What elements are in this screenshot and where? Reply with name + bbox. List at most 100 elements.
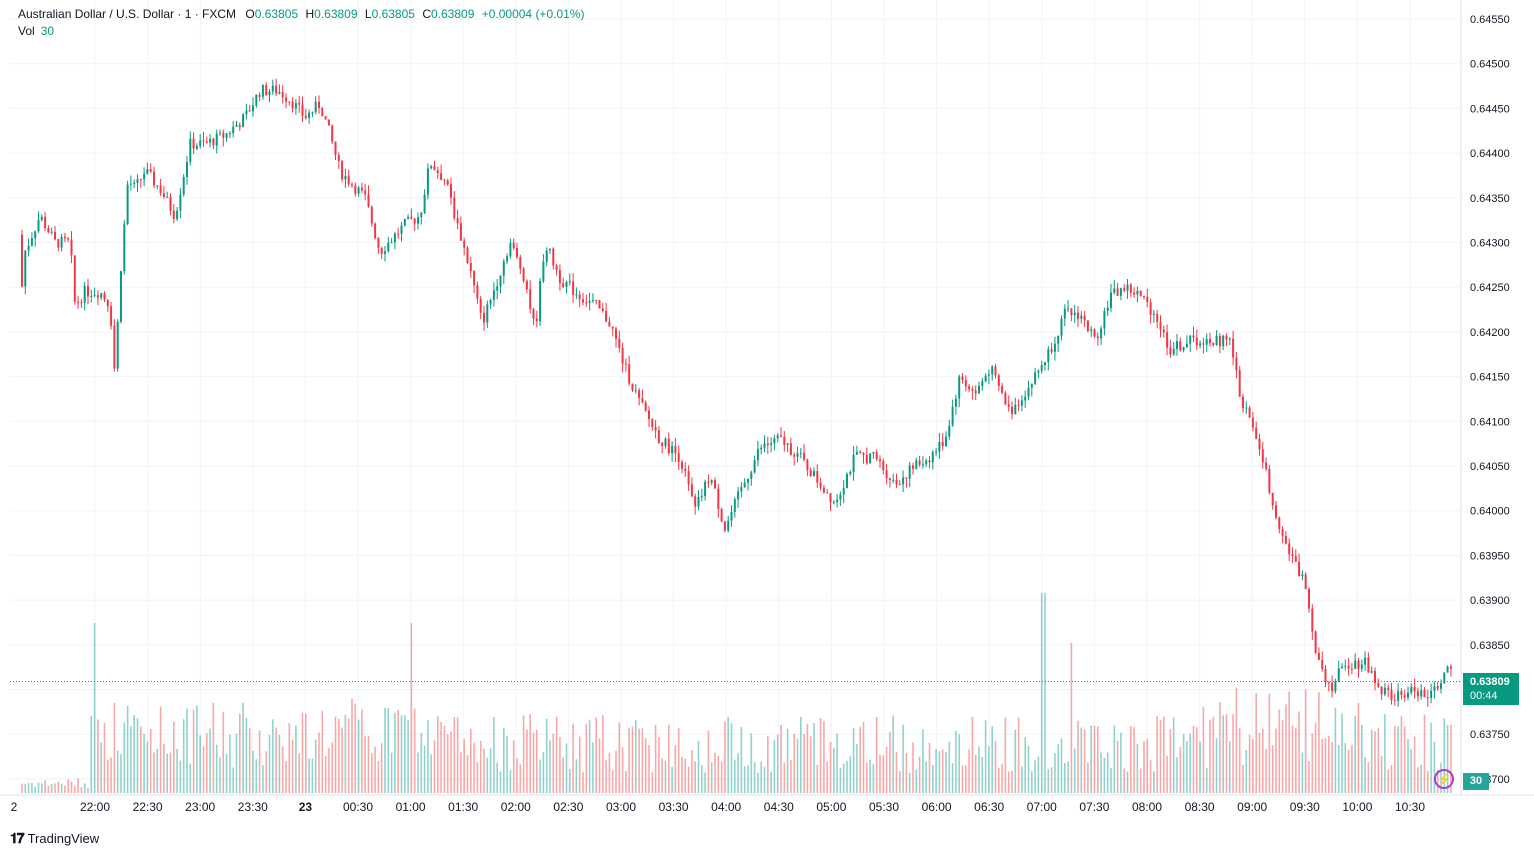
volume-bar — [598, 738, 601, 793]
candle-body — [1364, 657, 1367, 665]
volume-bar — [1004, 717, 1007, 793]
candle-body — [948, 425, 951, 437]
volume-bar — [1400, 716, 1403, 793]
volume-bar — [1090, 725, 1092, 793]
candle-body — [87, 285, 89, 297]
candle-body — [146, 169, 149, 174]
candle-body — [578, 294, 581, 300]
volume-bar — [780, 724, 782, 793]
volume-bar — [1403, 726, 1406, 793]
volume-bar — [961, 765, 964, 793]
volume-bar — [829, 741, 832, 793]
candle-body — [651, 419, 654, 428]
volume-bar — [476, 762, 479, 793]
volume-bar — [1275, 728, 1277, 793]
volume-bar — [565, 743, 568, 793]
candle-body — [915, 460, 918, 469]
volume-bar — [740, 727, 743, 793]
volume-bar — [278, 734, 281, 793]
volume-bar — [1255, 693, 1257, 793]
candle-body — [707, 481, 710, 483]
candle-body — [304, 115, 307, 119]
candle-body — [892, 479, 895, 481]
candle-body — [149, 169, 152, 172]
lightning-icon[interactable]: ⚡ — [1434, 769, 1454, 789]
candle-body — [822, 487, 825, 493]
volume-bar — [1258, 732, 1261, 793]
candle-body — [1265, 462, 1268, 469]
close-value: 0.63809 — [430, 7, 475, 21]
candle-body — [677, 453, 680, 462]
time-tick-label: 2 — [11, 800, 18, 814]
volume-bar — [1186, 741, 1188, 793]
volume-bar — [1367, 762, 1370, 793]
volume-bar — [951, 763, 954, 793]
grid-lines — [0, 0, 1534, 796]
volume-bar — [532, 732, 535, 793]
volume-bar — [1060, 738, 1063, 793]
candle-body — [1440, 683, 1442, 689]
tradingview-logo[interactable]: 𝟏𝟕 TradingView — [10, 830, 99, 847]
volume-bar — [908, 772, 911, 793]
volume-bar — [763, 766, 766, 793]
candle-body — [215, 133, 218, 146]
candle-body — [591, 299, 594, 301]
candle-body — [674, 446, 677, 454]
candle-body — [179, 194, 182, 211]
time-tick-label: 23 — [299, 800, 313, 814]
candle-body — [195, 146, 198, 149]
time-tick-label: 03:30 — [659, 800, 689, 814]
volume-bar — [1219, 702, 1221, 793]
candle-body — [308, 112, 311, 119]
price-axis[interactable]: 0.64550 0.64500 0.64450 0.64400 0.64350 0.643… — [1470, 14, 1510, 786]
candle-body — [354, 185, 357, 194]
volume-bar — [1351, 744, 1353, 793]
volume-bar — [285, 761, 287, 793]
candle-body — [525, 280, 528, 290]
volume-bar — [1341, 713, 1343, 793]
time-tick-label: 07:30 — [1079, 800, 1109, 814]
volume-bar — [113, 702, 116, 793]
candle-body — [687, 471, 690, 485]
candle-body — [63, 236, 66, 239]
time-axis[interactable]: 2 22:00 22:30 23:00 23:30 23 00:30 01:00 01:30 02… — [11, 800, 1426, 814]
time-tick-label: 22:00 — [80, 800, 110, 814]
candle-body — [1182, 347, 1185, 351]
volume-bar — [1067, 761, 1069, 793]
candle-body — [1185, 343, 1188, 348]
candle-body — [1436, 686, 1439, 689]
candle-body — [945, 436, 947, 447]
candle-body — [96, 295, 99, 298]
candle-body — [21, 234, 23, 287]
candle-body — [1143, 295, 1145, 297]
candle-body — [192, 138, 195, 149]
volume-bar — [437, 716, 439, 793]
candle-body — [1113, 288, 1116, 293]
volume-bar — [41, 783, 43, 793]
volume-bar — [182, 719, 185, 793]
volume-bar — [602, 715, 604, 793]
volume-legend[interactable]: Vol 30 — [18, 23, 54, 40]
volume-bar — [64, 785, 66, 793]
candle-body — [720, 509, 723, 522]
candle-body — [1311, 608, 1314, 632]
volume-bar — [265, 751, 267, 793]
candle-body — [545, 250, 548, 262]
volume-bar — [813, 723, 815, 793]
volume-bar — [1380, 756, 1383, 793]
volume-bar — [1024, 737, 1026, 793]
candle-body — [393, 233, 396, 243]
candle-body — [519, 256, 522, 269]
volume-bar — [968, 749, 970, 793]
symbol-title[interactable]: Australian Dollar / U.S. Dollar · 1 · FX… — [18, 7, 237, 21]
time-tick-label: 23:30 — [238, 800, 268, 814]
volume-bar — [107, 759, 109, 793]
candle-body — [1139, 290, 1142, 296]
volume-bar — [1443, 718, 1446, 793]
volume-bar — [311, 758, 314, 793]
volume-bar — [767, 735, 769, 793]
volume-bar — [413, 708, 416, 793]
volume-bar — [833, 747, 835, 793]
candle-body — [987, 374, 990, 376]
